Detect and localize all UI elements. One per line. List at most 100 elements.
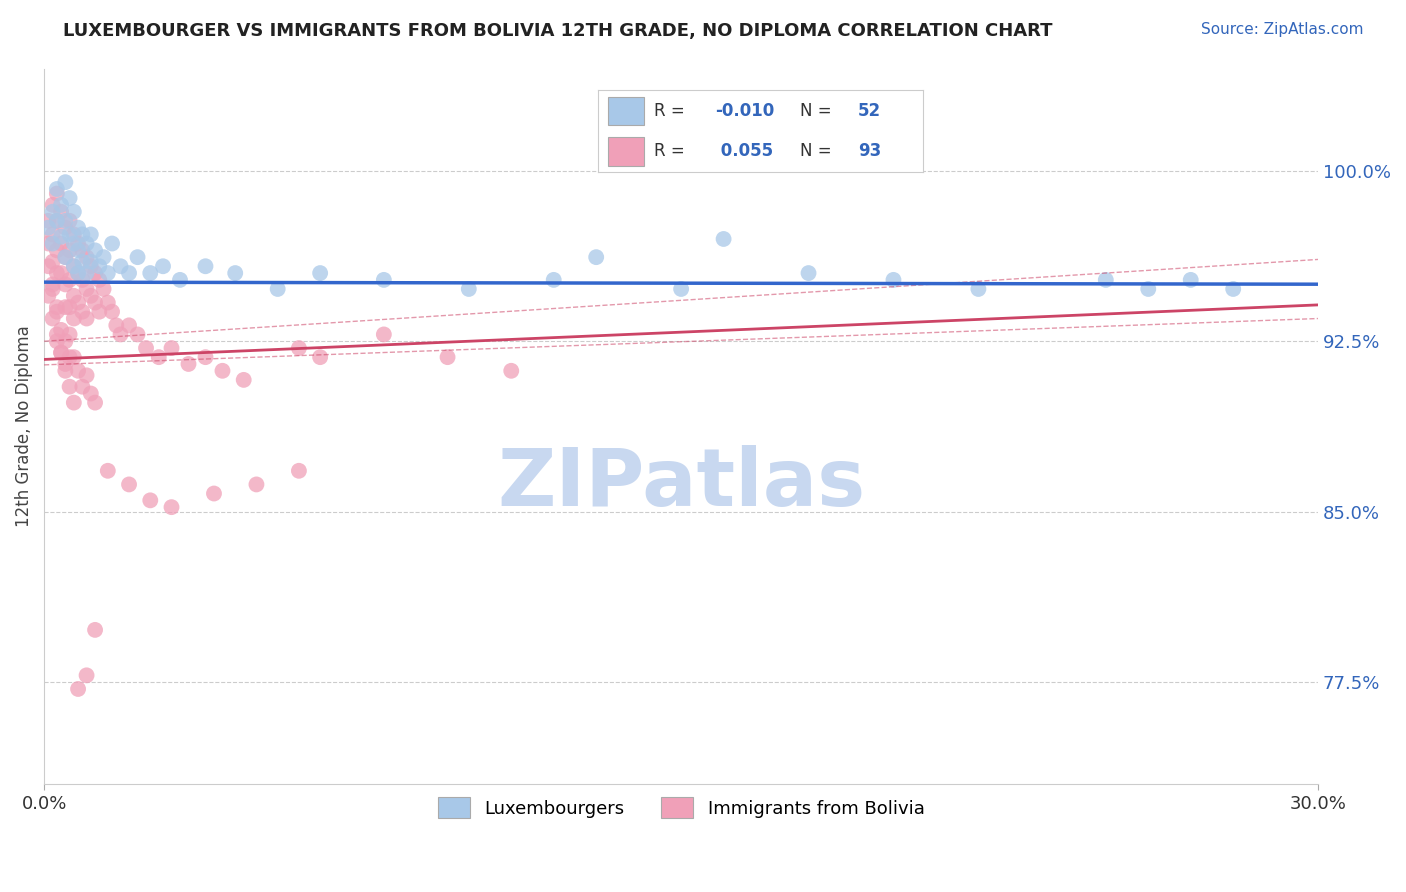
Point bbox=[45, 327, 67, 342]
Point bbox=[288, 464, 311, 478]
Point bbox=[309, 266, 332, 280]
Point bbox=[72, 380, 94, 394]
Point bbox=[76, 250, 98, 264]
Point bbox=[713, 232, 735, 246]
Point bbox=[63, 259, 86, 273]
Point bbox=[139, 493, 162, 508]
Point bbox=[76, 668, 98, 682]
Point bbox=[72, 244, 94, 258]
Point bbox=[45, 214, 67, 228]
Point bbox=[135, 341, 157, 355]
Point bbox=[84, 244, 107, 258]
Point bbox=[37, 289, 59, 303]
Point bbox=[37, 236, 59, 251]
Point bbox=[80, 289, 103, 303]
Point bbox=[49, 266, 72, 280]
Point bbox=[501, 364, 523, 378]
Point bbox=[58, 227, 80, 242]
Point bbox=[67, 681, 90, 696]
Point bbox=[76, 282, 98, 296]
Point bbox=[76, 266, 98, 280]
Point bbox=[76, 311, 98, 326]
Text: ZIPatlas: ZIPatlas bbox=[496, 445, 865, 523]
Point bbox=[63, 227, 86, 242]
Point bbox=[45, 266, 67, 280]
Point bbox=[127, 250, 149, 264]
Point bbox=[58, 191, 80, 205]
Point bbox=[58, 273, 80, 287]
Point bbox=[211, 364, 233, 378]
Point bbox=[49, 198, 72, 212]
Point bbox=[202, 486, 225, 500]
Point bbox=[118, 477, 141, 491]
Point bbox=[49, 229, 72, 244]
Point bbox=[58, 244, 80, 258]
Point bbox=[967, 282, 990, 296]
Point bbox=[63, 350, 86, 364]
Point bbox=[49, 345, 72, 359]
Point bbox=[1222, 282, 1244, 296]
Point bbox=[53, 175, 76, 189]
Point bbox=[49, 345, 72, 359]
Point bbox=[76, 368, 98, 383]
Point bbox=[53, 277, 76, 292]
Point bbox=[84, 395, 107, 409]
Point bbox=[80, 254, 103, 268]
Point bbox=[72, 227, 94, 242]
Point bbox=[53, 214, 76, 228]
Point bbox=[1094, 273, 1116, 287]
Point bbox=[288, 341, 311, 355]
Point bbox=[152, 259, 174, 273]
Point bbox=[93, 282, 115, 296]
Point bbox=[67, 266, 90, 280]
Point bbox=[105, 318, 128, 333]
Point bbox=[309, 350, 332, 364]
Point bbox=[41, 204, 63, 219]
Text: Source: ZipAtlas.com: Source: ZipAtlas.com bbox=[1201, 22, 1364, 37]
Point bbox=[232, 373, 254, 387]
Point bbox=[80, 386, 103, 401]
Point bbox=[41, 282, 63, 296]
Point bbox=[436, 350, 458, 364]
Point bbox=[194, 259, 217, 273]
Point bbox=[118, 266, 141, 280]
Point bbox=[41, 277, 63, 292]
Point bbox=[89, 273, 111, 287]
Point bbox=[97, 295, 120, 310]
Text: LUXEMBOURGER VS IMMIGRANTS FROM BOLIVIA 12TH GRADE, NO DIPLOMA CORRELATION CHART: LUXEMBOURGER VS IMMIGRANTS FROM BOLIVIA … bbox=[63, 22, 1053, 40]
Point bbox=[118, 318, 141, 333]
Point bbox=[63, 259, 86, 273]
Point bbox=[37, 259, 59, 273]
Point bbox=[49, 204, 72, 219]
Point bbox=[41, 198, 63, 212]
Point bbox=[58, 380, 80, 394]
Point bbox=[58, 300, 80, 314]
Point bbox=[84, 266, 107, 280]
Point bbox=[45, 214, 67, 228]
Legend: Luxembourgers, Immigrants from Bolivia: Luxembourgers, Immigrants from Bolivia bbox=[430, 790, 932, 825]
Point bbox=[373, 327, 395, 342]
Point bbox=[1137, 282, 1160, 296]
Point bbox=[63, 204, 86, 219]
Point bbox=[49, 323, 72, 337]
Point bbox=[45, 186, 67, 201]
Point bbox=[110, 327, 132, 342]
Point bbox=[58, 327, 80, 342]
Point bbox=[72, 254, 94, 268]
Point bbox=[53, 250, 76, 264]
Point bbox=[67, 364, 90, 378]
Point bbox=[58, 214, 80, 228]
Point bbox=[97, 464, 120, 478]
Point bbox=[585, 250, 607, 264]
Point bbox=[63, 289, 86, 303]
Point bbox=[41, 311, 63, 326]
Point bbox=[67, 236, 90, 251]
Point bbox=[53, 334, 76, 349]
Point bbox=[80, 227, 103, 242]
Point bbox=[139, 266, 162, 280]
Point bbox=[45, 304, 67, 318]
Point bbox=[266, 282, 288, 296]
Point bbox=[53, 300, 76, 314]
Point bbox=[72, 273, 94, 287]
Y-axis label: 12th Grade, No Diploma: 12th Grade, No Diploma bbox=[15, 326, 32, 527]
